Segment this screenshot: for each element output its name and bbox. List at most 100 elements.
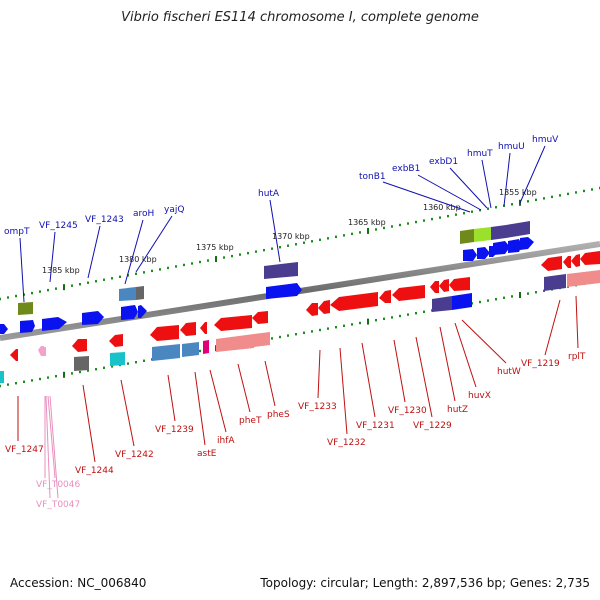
cog-box[interactable]	[0, 371, 4, 383]
gene-label-huvX[interactable]: huvX	[468, 391, 491, 401]
gene-arrow-hutW[interactable]	[449, 277, 470, 291]
gene-label-VF_1230[interactable]: VF_1230	[388, 406, 427, 416]
gene-arrow[interactable]	[0, 324, 8, 334]
gene-arrow-ompT[interactable]	[20, 320, 35, 333]
rna-label-VF_T0046[interactable]: VF_T0046	[36, 480, 81, 490]
label-connector	[269, 199, 281, 263]
gene-arrow-VF_1244[interactable]	[72, 339, 87, 352]
scale-label-1360: 1360 kbp	[423, 203, 461, 212]
gene-label-pheS[interactable]: pheS	[267, 410, 290, 420]
cog-box[interactable]	[460, 229, 474, 244]
gene-arrow-VF_1230[interactable]	[379, 290, 391, 303]
gene-arrow[interactable]	[571, 254, 580, 267]
gene-label-tonB1[interactable]: tonB1	[359, 172, 386, 182]
cog-box[interactable]	[182, 342, 199, 357]
gene-arrow-pheT[interactable]	[214, 315, 252, 331]
gene-label-exbB1[interactable]: exbB1	[392, 164, 420, 174]
gene-arrow-VF_1229[interactable]	[392, 285, 425, 301]
gene-label-hutW[interactable]: hutW	[497, 367, 521, 377]
gene-label-hmuV[interactable]: hmuV	[532, 135, 559, 145]
gene-arrow-VF_1243[interactable]	[82, 311, 104, 325]
cog-box[interactable]	[518, 221, 530, 236]
gene-arrow-ihfA[interactable]	[200, 322, 207, 334]
gene-arrow-VF_1245[interactable]	[42, 317, 67, 331]
gene-arrow-hmuT[interactable]	[493, 241, 510, 255]
cog-box[interactable]	[74, 356, 89, 371]
gene-arrow-exbB1[interactable]	[477, 247, 490, 259]
gene-label-VF_1231[interactable]: VF_1231	[356, 421, 395, 431]
rna-genes	[38, 346, 46, 356]
gene-label-astE[interactable]: astE	[197, 449, 217, 459]
cog-box[interactable]	[152, 344, 180, 361]
gene-arrow-VF_1219[interactable]	[541, 256, 562, 271]
gene-label-VF_1219[interactable]: VF_1219	[521, 359, 560, 369]
gene-label-hmuU[interactable]: hmuU	[498, 142, 525, 152]
gene-label-rplT[interactable]: rplT	[568, 352, 586, 362]
gene-label-VF_1243[interactable]: VF_1243	[85, 215, 124, 225]
gene-arrow-hmuV[interactable]	[520, 237, 534, 250]
gene-arrow-rplT[interactable]	[580, 251, 600, 265]
forward-genes	[0, 237, 534, 334]
gene-label-pheT[interactable]: pheT	[239, 416, 262, 426]
gene-arrow-astE[interactable]	[180, 322, 196, 336]
gene-arrow-VF_1232[interactable]	[318, 300, 330, 314]
scale-label-1355: 1355 kbp	[499, 188, 537, 197]
gene-arrow-VF_1231[interactable]	[330, 292, 378, 311]
gene-arrow-pheS[interactable]	[252, 311, 268, 324]
gene-label-VF_1244[interactable]: VF_1244	[75, 466, 114, 476]
gene-label-hmuT[interactable]: hmuT	[467, 149, 493, 159]
label-connector	[461, 319, 507, 364]
gene-label-VF_1242[interactable]: VF_1242	[115, 450, 154, 460]
gene-label-exbD1[interactable]: exbD1	[429, 157, 458, 167]
cog-box[interactable]	[567, 270, 600, 287]
gene-label-VF_1232[interactable]: VF_1232	[327, 438, 366, 448]
gene-label-yajQ[interactable]: yajQ	[164, 205, 184, 215]
cog-box[interactable]	[491, 225, 506, 240]
gene-arrow[interactable]	[563, 256, 571, 268]
gene-arrow-yajQ[interactable]	[138, 305, 147, 318]
label-connector	[194, 371, 206, 446]
cog-box[interactable]	[264, 262, 298, 279]
label-connector	[209, 369, 227, 433]
cog-box[interactable]	[203, 340, 209, 354]
label-connector	[237, 363, 251, 413]
gene-label-VF_1245[interactable]: VF_1245	[39, 221, 78, 231]
gene-arrow-huvX[interactable]	[439, 279, 449, 292]
gene-arrow-hutA[interactable]	[266, 283, 302, 299]
gene-label-hutZ[interactable]: hutZ	[447, 405, 468, 415]
label-connector	[481, 159, 492, 209]
gene-label-hutA[interactable]: hutA	[258, 189, 280, 199]
cog-box[interactable]	[506, 223, 518, 238]
gene-label-VF_1247[interactable]: VF_1247	[5, 445, 44, 455]
gene-label-ihfA[interactable]: ihfA	[217, 436, 235, 446]
rna-gene-VF_T0047[interactable]	[41, 347, 46, 356]
cog-box[interactable]	[544, 274, 566, 291]
gene-label-VF_1233[interactable]: VF_1233	[298, 402, 337, 412]
cog-box[interactable]	[432, 296, 452, 312]
gene-arrow-VF_1247[interactable]	[10, 349, 18, 361]
gene-label-VF_1229[interactable]: VF_1229	[413, 421, 452, 431]
label-connectors	[17, 145, 579, 499]
gene-label-VF_1239[interactable]: VF_1239	[155, 425, 194, 435]
cog-box[interactable]	[18, 302, 33, 315]
gene-arrow-VF_1233[interactable]	[306, 303, 318, 316]
gene-arrow-hmuU[interactable]	[508, 239, 522, 253]
gene-arrow-hutZ[interactable]	[430, 281, 439, 293]
cog-box[interactable]	[216, 334, 254, 352]
rna-label-VF_T0047[interactable]: VF_T0047	[36, 500, 80, 510]
gene-arrow-aroH[interactable]	[121, 305, 138, 320]
label-connector	[503, 152, 511, 207]
cog-box[interactable]	[474, 227, 491, 242]
reverse-cog-boxes	[0, 270, 600, 383]
gene-arrow-tonB1[interactable]	[463, 249, 477, 261]
cog-box[interactable]	[254, 332, 270, 347]
cog-box[interactable]	[110, 352, 125, 366]
cog-box[interactable]	[119, 287, 136, 301]
gene-arrow-VF_1242[interactable]	[109, 334, 123, 347]
label-connector	[417, 174, 482, 211]
gene-arrow-VF_1239[interactable]	[150, 325, 179, 341]
cog-box[interactable]	[452, 293, 472, 310]
cog-box[interactable]	[136, 286, 144, 300]
gene-label-aroH[interactable]: aroH	[133, 209, 154, 219]
gene-label-ompT[interactable]: ompT	[4, 227, 30, 237]
